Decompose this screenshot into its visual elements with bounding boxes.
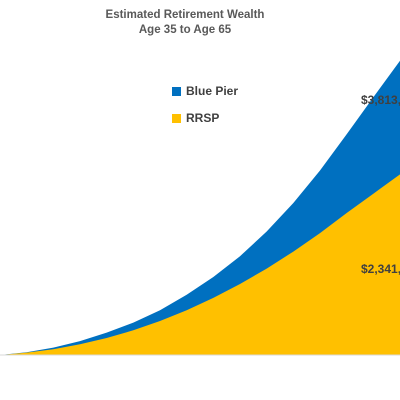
legend-label-rrsp: RRSP (186, 111, 220, 125)
legend-swatch-blue-pier (172, 86, 181, 96)
legend-label-blue-pier: Blue Pier (186, 84, 239, 98)
chart-title: Estimated Retirement Wealth (105, 9, 265, 21)
data-label-blue-pier: $3,813, (361, 93, 400, 107)
x-axis-area (0, 356, 400, 400)
area-series-rrsp (0, 174, 400, 355)
data-label-rrsp: $2,341, (361, 262, 400, 276)
legend-item-rrsp: RRSP (172, 111, 219, 125)
legend-item-blue-pier: Blue Pier (172, 84, 238, 98)
legend-swatch-rrsp (172, 113, 181, 123)
chart-subtitle: Age 35 to Age 65 (138, 24, 232, 36)
